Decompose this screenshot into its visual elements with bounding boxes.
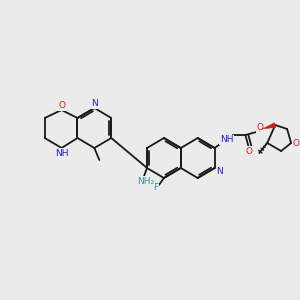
Text: O: O <box>246 146 253 155</box>
Text: N: N <box>91 100 98 109</box>
Text: NH₂: NH₂ <box>137 176 154 185</box>
Polygon shape <box>262 123 276 129</box>
Text: F: F <box>153 184 158 193</box>
Text: O: O <box>257 124 264 133</box>
Text: NH: NH <box>220 136 233 145</box>
Text: O: O <box>292 139 300 148</box>
Text: N: N <box>216 167 223 176</box>
Text: O: O <box>58 101 65 110</box>
Text: NH: NH <box>55 148 68 158</box>
